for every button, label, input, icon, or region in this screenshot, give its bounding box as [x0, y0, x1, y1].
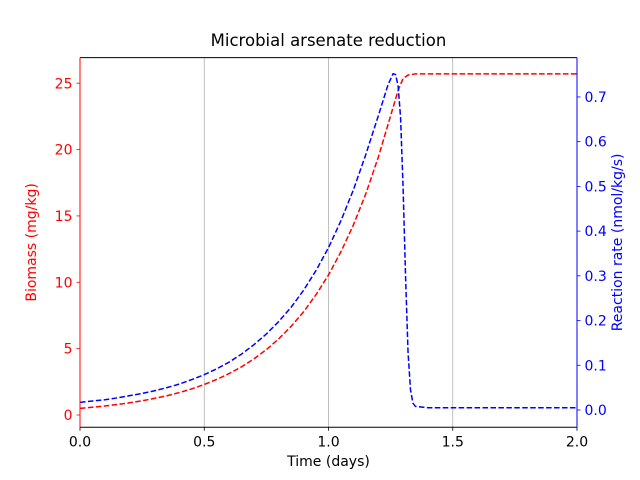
series-group	[80, 72, 577, 410]
right-y-tick-label: 0.6	[585, 135, 607, 151]
left-y-axis-label: Biomass (mg/kg)	[24, 183, 40, 301]
right-y-tick-label: 0.1	[585, 358, 607, 374]
left-y-tick-label: 25	[55, 76, 73, 92]
left-y-tick-label: 10	[55, 275, 73, 291]
x-tick-label: 1.5	[442, 435, 464, 451]
right-y-tick-label: 0.0	[585, 403, 607, 419]
right-y-tick-label: 0.4	[585, 224, 607, 240]
x-tick-label: 0.0	[69, 435, 91, 451]
left-y-tick-label: 20	[55, 143, 73, 159]
reaction-rate-line	[80, 72, 577, 409]
left-y-tick-label: 15	[55, 209, 73, 225]
right-y-tick-label: 0.5	[585, 179, 607, 195]
x-axis-label: Time (days)	[286, 454, 370, 470]
chart-title: Microbial arsenate reduction	[211, 31, 447, 50]
x-tick-label: 0.5	[193, 435, 215, 451]
right-y-tick-label: 0.2	[585, 314, 607, 330]
x-tick-label: 2.0	[566, 435, 588, 451]
right-y-axis-label: Reaction rate (nmol/kg/s)	[610, 154, 626, 332]
right-y-tick-label: 0.3	[585, 269, 607, 285]
biomass-line	[80, 73, 577, 410]
right-y-tick-label: 0.7	[585, 90, 607, 106]
x-tick-label: 1.0	[317, 435, 339, 451]
left-y-tick-label: 5	[64, 342, 73, 358]
left-y-tick-label: 0	[64, 408, 73, 424]
